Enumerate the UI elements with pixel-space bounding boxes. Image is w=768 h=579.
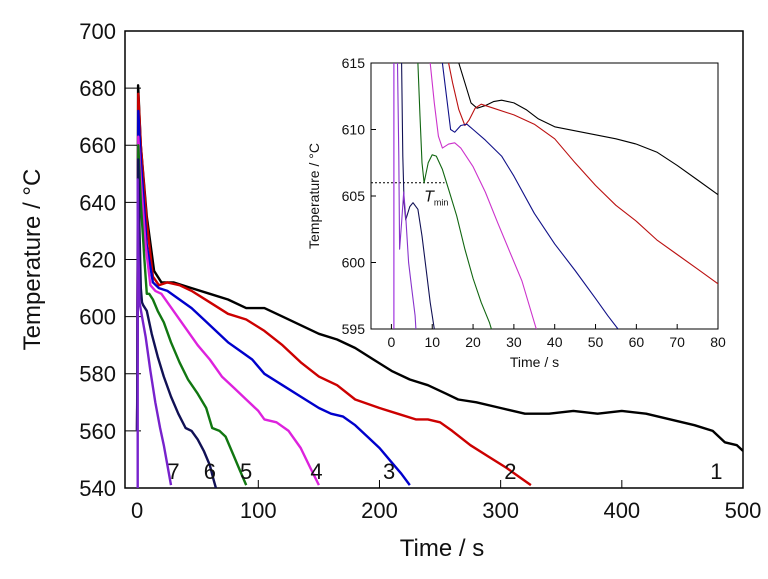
main-x-tick-label: 500 [725, 498, 762, 523]
main-series-2-line [135, 92, 532, 487]
main-x-tick-label: 200 [361, 498, 398, 523]
main-y-tick-label: 540 [79, 476, 116, 501]
main-series-1-line [135, 84, 743, 452]
main-y-tick-label: 660 [79, 133, 116, 158]
inset-series-1-line [458, 63, 718, 196]
inset-series-7-line [396, 63, 417, 329]
main-series-7-line [136, 178, 173, 488]
main-series-6-line [135, 158, 218, 488]
inset-x-tick-label: 10 [424, 334, 440, 350]
main-series-6-label: 6 [204, 459, 216, 484]
inset-series-6-line [401, 63, 435, 329]
tmin-subscript: min [434, 198, 449, 208]
main-y-tick-label: 580 [79, 362, 116, 387]
main-series-3-label: 3 [383, 459, 395, 484]
main-series-4-line [135, 135, 320, 486]
main-y-tick-label: 600 [79, 305, 116, 330]
main-x-tick-label: 300 [482, 498, 519, 523]
inset-x-tick-label: 60 [629, 334, 645, 350]
main-y-tick-label: 680 [79, 76, 116, 101]
main-y-tick-label: 620 [79, 247, 116, 272]
inset-x-tick-label: 50 [588, 334, 604, 350]
main-series-3-line [135, 109, 411, 486]
inset-plot: 0 10 20 30 40 50 60 70 80 595 600 605 610 615 Time / s… [306, 55, 726, 370]
inset-x-tick-label: 70 [669, 334, 685, 350]
main-series-5-line [135, 144, 248, 486]
inset-series-3-line [441, 63, 619, 329]
inset-y-tick-label: 610 [342, 122, 366, 138]
inset-series-2-line [448, 63, 718, 285]
inset-series-4-line [429, 63, 537, 329]
inset-x-tick-label: 0 [388, 334, 396, 350]
main-y-tick-label: 700 [79, 19, 116, 44]
main-y-tick-label: 640 [79, 190, 116, 215]
inset-y-axis-label: Temperature / °C [306, 143, 322, 249]
main-x-tick-label: 400 [603, 498, 640, 523]
inset-y-tick-label: 605 [342, 188, 366, 204]
main-y-axis-label: Temperature / °C [19, 169, 46, 351]
inset-x-tick-label: 40 [547, 334, 563, 350]
main-x-tick-label: 100 [240, 498, 277, 523]
main-series-5-label: 5 [240, 459, 252, 484]
main-series-7-label: 7 [167, 459, 179, 484]
inset-y-tick-label: 600 [342, 255, 366, 271]
main-x-tick-label: 0 [131, 498, 143, 523]
inset-x-tick-label: 80 [710, 334, 726, 350]
main-series-2-label: 2 [504, 459, 516, 484]
main-series-4-label: 4 [310, 459, 322, 484]
main-y-tick-label: 560 [79, 419, 116, 444]
inset-x-axis-label: Time / s [510, 354, 559, 370]
inset-series-5-line [417, 63, 492, 329]
inset-y-tick-label: 615 [342, 55, 366, 71]
inset-plot-frame [370, 62, 719, 330]
inset-x-tick-label: 20 [465, 334, 481, 350]
main-x-axis-label: Time / s [400, 535, 484, 562]
main-series-1-label: 1 [710, 459, 722, 484]
inset-y-tick-label: 595 [342, 321, 366, 337]
inset-x-tick-label: 30 [506, 334, 522, 350]
